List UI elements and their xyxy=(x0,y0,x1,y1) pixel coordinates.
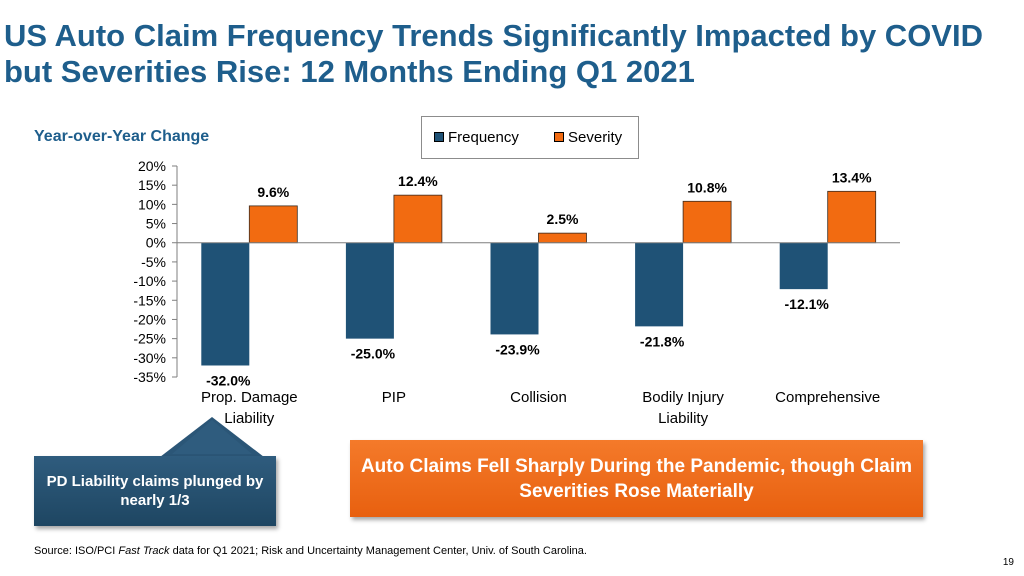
chart-svg: 20% 15% 10% 5% 0% -5% -10% -15% -20% -25% -30% -35%… xyxy=(133,158,900,427)
callout-pd-liability: PD Liability claims plunged by nearly 1/… xyxy=(34,456,276,526)
y-tick-label: -35% xyxy=(133,369,166,385)
bar-severity xyxy=(538,232,587,244)
bar-severity xyxy=(827,190,877,244)
y-tick-label: 5% xyxy=(146,216,166,232)
data-label-severity: 9.6% xyxy=(257,184,289,200)
y-tick-label: -30% xyxy=(133,350,166,366)
bar-severity xyxy=(682,200,732,244)
callout-summary: Auto Claims Fell Sharply During the Pand… xyxy=(350,440,923,517)
legend-item-severity: Severity xyxy=(554,129,622,146)
data-label-severity: 10.8% xyxy=(687,179,727,195)
y-tick-label: -5% xyxy=(141,254,166,270)
data-label-frequency: -23.9% xyxy=(495,341,540,357)
legend-swatch-frequency xyxy=(434,132,444,142)
source-prefix: Source: ISO/PCI xyxy=(34,545,119,557)
y-tick-label: -25% xyxy=(133,331,166,347)
data-label-severity: 12.4% xyxy=(398,173,438,189)
callout-summary-text: Auto Claims Fell Sharply During the Pand… xyxy=(360,455,913,502)
chart-legend: Frequency Severity xyxy=(421,116,639,159)
page-number: 19 xyxy=(1002,557,1014,568)
bar-frequency xyxy=(779,242,828,290)
callout-pd-liability-text: PD Liability claims plunged by nearly 1/… xyxy=(46,473,264,509)
data-label-severity: 13.4% xyxy=(832,169,872,185)
y-tick-label: 0% xyxy=(146,235,166,251)
source-italic: Fast Track xyxy=(118,545,170,557)
data-label-frequency: -12.1% xyxy=(785,296,830,312)
callout-pointer-inner xyxy=(172,420,252,454)
x-category-label: PIP xyxy=(382,389,406,406)
data-label-frequency: -32.0% xyxy=(206,372,251,388)
legend-label-frequency: Frequency xyxy=(448,129,519,146)
y-tick-label: -20% xyxy=(133,311,166,327)
bar-frequency xyxy=(201,242,250,366)
bar-severity xyxy=(248,205,298,244)
data-label-frequency: -21.8% xyxy=(640,333,685,349)
x-category-label: Comprehensive xyxy=(775,389,880,406)
y-tick-label: -15% xyxy=(133,292,166,308)
x-category-label: Bodily Injury xyxy=(642,389,724,406)
bar-severity xyxy=(393,194,443,244)
chart-title: Year-over-Year Change xyxy=(34,128,210,145)
bar-frequency xyxy=(635,242,684,327)
legend-swatch-severity xyxy=(554,132,564,142)
y-tick-label: 20% xyxy=(138,158,166,174)
source-note: Source: ISO/PCI Fast Track data for Q1 2… xyxy=(34,545,587,557)
source-suffix: data for Q1 2021; Risk and Uncertainty M… xyxy=(169,545,587,557)
data-label-severity: 2.5% xyxy=(547,211,579,227)
y-tick-label: 10% xyxy=(138,196,166,212)
bar-frequency xyxy=(490,242,539,335)
y-tick-label: -10% xyxy=(133,273,166,289)
slide-title: US Auto Claim Frequency Trends Significa… xyxy=(4,18,983,89)
legend-label-severity: Severity xyxy=(568,129,623,146)
data-label-frequency: -25.0% xyxy=(351,346,396,362)
x-category-label: Prop. Damage xyxy=(201,389,298,406)
x-category-label: Collision xyxy=(510,389,567,406)
y-tick-label: 15% xyxy=(138,177,166,193)
bar-frequency xyxy=(345,242,394,339)
legend-item-frequency: Frequency xyxy=(434,129,519,146)
x-category-label: Liability xyxy=(658,410,709,427)
